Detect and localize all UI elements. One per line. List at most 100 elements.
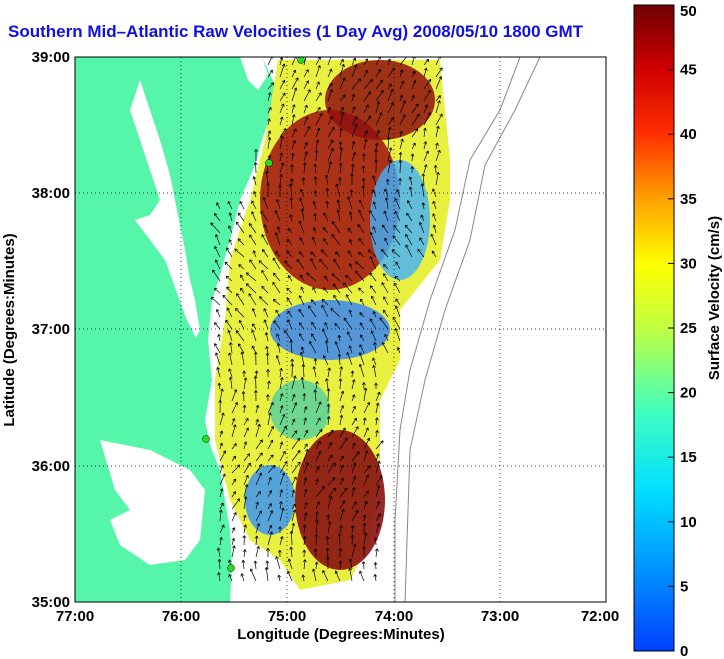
velocity-arrow: [217, 382, 222, 390]
velocity-arrow: [387, 88, 394, 102]
velocity-arrow: [267, 531, 273, 546]
velocity-arrow: [224, 261, 233, 270]
velocity-arrow: [300, 346, 305, 354]
velocity-arrow: [323, 238, 329, 246]
velocity-arrow: [363, 387, 368, 402]
colorbar-tick-label: 50: [680, 3, 697, 20]
velocity-arrow: [375, 89, 384, 102]
velocity-arrow: [260, 210, 269, 222]
velocity-arrow: [369, 256, 377, 270]
velocity-arrow: [359, 334, 365, 342]
velocity-arrow: [405, 233, 413, 246]
x-tick-label: 73:00: [481, 608, 519, 625]
velocity-arrow: [350, 173, 354, 186]
velocity-arrow: [381, 249, 389, 258]
velocity-arrow: [322, 227, 329, 234]
velocity-arrow: [435, 142, 439, 150]
velocity-arrow: [337, 353, 342, 366]
velocity-arrow: [391, 249, 401, 258]
velocity-arrow: [253, 375, 258, 390]
velocity-arrow: [313, 190, 318, 198]
bathymetry-contour: [394, 57, 521, 602]
velocity-arrow: [255, 463, 263, 474]
velocity-arrow: [289, 546, 294, 558]
velocity-arrow: [265, 560, 270, 570]
velocity-arrow: [374, 149, 378, 162]
velocity-arrow: [255, 491, 262, 498]
velocity-arrow: [253, 351, 258, 366]
velocity-arrow: [404, 224, 413, 234]
velocity-arrow: [301, 177, 306, 186]
colorbar-tick-label: 0: [680, 643, 688, 659]
velocity-arrow: [435, 113, 443, 126]
velocity-arrow: [327, 442, 333, 450]
colorbar-tick-label: 10: [680, 514, 697, 531]
velocity-arrow: [219, 536, 223, 546]
velocity-arrow: [263, 319, 269, 330]
velocity-arrow: [254, 390, 258, 402]
velocity-arrow: [254, 148, 258, 162]
velocity-arrow: [215, 309, 221, 318]
velocity-arrow: [351, 163, 355, 174]
velocity-arrow: [431, 188, 437, 198]
velocity-arrow: [315, 501, 320, 510]
velocity-arrow: [291, 402, 298, 414]
velocity-arrow: [240, 573, 245, 582]
velocity-arrow: [421, 202, 426, 210]
velocity-arrow: [222, 294, 233, 306]
velocity-arrow: [408, 186, 413, 198]
velocity-arrow: [321, 304, 329, 318]
velocity-arrow: [265, 345, 269, 354]
velocity-arrow: [267, 425, 275, 438]
velocity-arrow: [314, 561, 319, 570]
velocity-arrow: [291, 394, 296, 402]
velocity-arrow: [248, 293, 257, 306]
velocity-arrow: [315, 112, 323, 126]
velocity-arrow: [351, 462, 357, 474]
velocity-arrow: [266, 547, 270, 558]
velocity-arrow: [351, 123, 358, 138]
velocity-arrow: [347, 250, 353, 258]
velocity-arrow: [279, 173, 283, 186]
y-tick-label: 35:00: [32, 594, 70, 611]
velocity-arrow: [363, 79, 373, 90]
velocity-arrow: [315, 511, 319, 522]
colorbar-tick-label: 5: [680, 578, 688, 595]
velocity-arrow: [265, 394, 270, 402]
velocity-arrow: [348, 567, 353, 582]
velocity-arrow: [342, 282, 353, 294]
x-tick-label: 74:00: [375, 608, 413, 625]
velocity-arrow: [363, 532, 368, 546]
velocity-arrow: [339, 437, 348, 450]
velocity-arrow: [375, 430, 379, 438]
velocity-arrow: [396, 189, 401, 198]
velocity-arrow: [267, 439, 274, 450]
velocity-arrow: [355, 261, 365, 270]
velocity-arrow: [339, 405, 344, 414]
velocity-arrow: [320, 249, 329, 258]
velocity-arrow: [322, 570, 329, 582]
velocity-arrow: [431, 250, 437, 258]
velocity-arrow: [339, 111, 345, 126]
velocity-arrow: [301, 574, 306, 582]
velocity-arrow: [290, 164, 294, 174]
velocity-arrow: [251, 211, 257, 222]
velocity-arrow: [291, 522, 296, 534]
velocity-arrow: [387, 159, 393, 174]
velocity-arrow: [219, 412, 225, 426]
velocity-arrow: [273, 272, 281, 282]
velocity-arrow: [299, 188, 305, 198]
velocity-arrow: [387, 117, 394, 126]
velocity-arrow: [351, 116, 358, 126]
velocity-arrow: [327, 107, 331, 114]
velocity-arrow: [375, 130, 380, 138]
velocity-arrow: [334, 341, 341, 354]
velocity-arrow: [251, 200, 257, 210]
velocity-arrow: [339, 508, 345, 522]
velocity-arrow: [327, 521, 332, 534]
velocity-arrow: [276, 226, 281, 234]
velocity-arrow: [217, 572, 221, 582]
velocity-arrow: [291, 375, 297, 390]
velocity-arrow: [315, 417, 321, 426]
velocity-arrow: [351, 442, 356, 450]
